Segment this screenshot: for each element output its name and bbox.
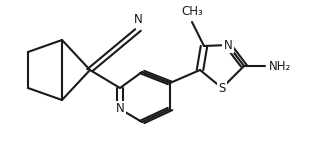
Text: N: N <box>134 13 142 26</box>
Text: N: N <box>224 38 232 51</box>
Text: N: N <box>116 103 125 116</box>
Text: S: S <box>218 81 226 95</box>
Text: NH₂: NH₂ <box>269 59 291 73</box>
Text: CH₃: CH₃ <box>181 5 203 18</box>
